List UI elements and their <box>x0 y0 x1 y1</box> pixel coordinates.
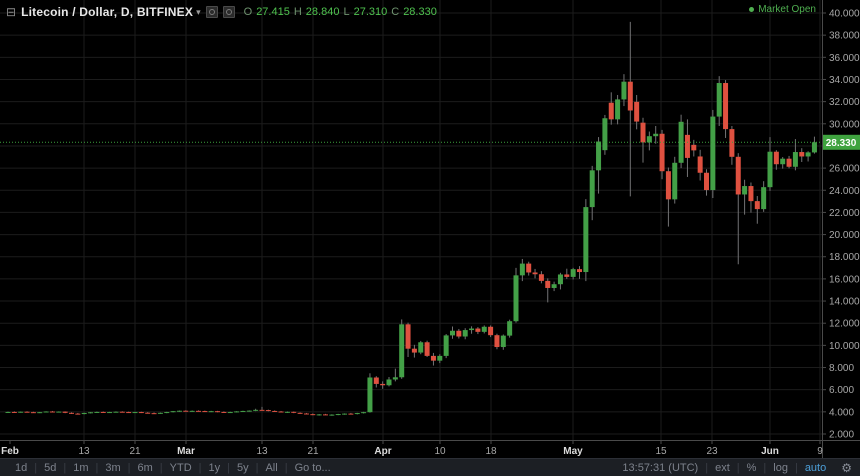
range-button-5y[interactable]: 5y <box>236 461 249 474</box>
price-axis-label: 26.000 <box>829 164 860 175</box>
market-open-dot-icon <box>749 7 755 12</box>
ohlc-readout: O 27.415 H 28.840 L 27.310 C 28.330 <box>244 6 437 18</box>
chevron-down-icon[interactable]: ▾ <box>196 6 201 17</box>
market-status-label: Market Open <box>758 4 816 15</box>
price-axis-label: 38.000 <box>829 31 860 42</box>
time-axis-label: 21 <box>307 446 319 457</box>
current-price-label: 28.330 <box>826 138 857 149</box>
clock: 13:57:31 (UTC) <box>622 461 699 474</box>
time-axis-label: Feb <box>1 446 19 457</box>
time-axis-label: 13 <box>256 446 268 457</box>
price-axis-label: 10.000 <box>829 341 860 352</box>
range-button-5d[interactable]: 5d <box>44 461 57 474</box>
chart-legend: ⊟ Litecoin / Dollar, D, BITFINEX ▾ O 27.… <box>6 4 437 20</box>
time-axis-label: 9 <box>817 446 823 457</box>
open-label: O <box>243 6 253 18</box>
time-axis-label: Jun <box>761 446 779 457</box>
price-axis-label: 22.000 <box>829 208 860 219</box>
ext-toggle[interactable]: ext <box>715 461 730 474</box>
quick-action-icon-2[interactable] <box>222 6 235 18</box>
range-button-all[interactable]: All <box>265 461 278 474</box>
price-axis-label: 16.000 <box>829 274 860 285</box>
price-axis-label: 4.000 <box>829 407 854 418</box>
log-scale-toggle[interactable]: log <box>773 461 788 474</box>
price-axis-label: 6.000 <box>829 385 854 396</box>
low-label: L <box>343 6 350 18</box>
time-axis-label: 13 <box>78 446 90 457</box>
price-axis-label: 12.000 <box>829 319 860 330</box>
time-axis-label: 18 <box>485 446 497 457</box>
current-price-tag <box>823 134 860 150</box>
toolbar-right: 13:57:31 (UTC) | ext | % | log | auto ⚙ <box>615 461 852 475</box>
range-buttons: 1d | 5d | 1m | 3m | 6m | YTD | 1y | 5y | All | Go to... <box>8 462 338 474</box>
time-axis-label: 21 <box>129 446 141 457</box>
price-axis-label: 20.000 <box>829 230 860 241</box>
symbol-title[interactable]: Litecoin / Dollar, D, BITFINEX <box>21 5 194 19</box>
time-axis-label: Mar <box>177 446 195 457</box>
market-status-badge: Market Open <box>749 4 816 15</box>
price-axis-label: 24.000 <box>829 186 860 197</box>
quick-action-icon-1[interactable] <box>205 6 218 18</box>
close-value: 28.330 <box>403 6 437 18</box>
bottom-toolbar: 1d | 5d | 1m | 3m | 6m | YTD | 1y | 5y | All | Go to... 13… <box>0 458 860 476</box>
auto-scale-toggle[interactable]: auto <box>804 461 827 474</box>
close-label: C <box>391 6 400 18</box>
percent-scale-toggle[interactable]: % <box>746 461 757 474</box>
time-axis-label: 10 <box>434 446 446 457</box>
time-axis-label: Apr <box>374 446 391 457</box>
symbol-search-icon[interactable]: ⊟ <box>6 5 17 19</box>
candlestick-chart[interactable]: 40.00038.00036.00034.00032.00030.00028.0… <box>0 0 860 458</box>
low-value: 27.310 <box>353 6 388 18</box>
time-axis-label: 15 <box>655 446 667 457</box>
price-axis-label: 18.000 <box>829 252 860 263</box>
high-value: 28.840 <box>305 6 340 18</box>
range-button-3m[interactable]: 3m <box>105 461 121 474</box>
range-button-6m[interactable]: 6m <box>137 461 153 474</box>
range-button-ytd[interactable]: YTD <box>169 461 192 474</box>
range-button-1d[interactable]: 1d <box>15 461 28 474</box>
price-axis-label: 14.000 <box>829 297 860 308</box>
range-button-1y[interactable]: 1y <box>208 461 221 474</box>
gear-icon[interactable]: ⚙ <box>841 460 852 475</box>
price-axis-label: 2.000 <box>829 430 854 441</box>
price-axis-label: 40.000 <box>829 9 860 20</box>
price-axis-label: 30.000 <box>829 119 860 130</box>
range-button-1m[interactable]: 1m <box>73 461 89 474</box>
price-axis-label: 34.000 <box>829 75 860 86</box>
price-axis-label: 32.000 <box>829 97 860 108</box>
time-axis-label: 23 <box>706 446 718 457</box>
open-value: 27.415 <box>256 6 290 18</box>
high-label: H <box>293 6 302 18</box>
time-axis-label: May <box>563 446 583 457</box>
price-axis-label: 8.000 <box>829 363 854 374</box>
price-axis-label: 36.000 <box>829 53 860 64</box>
goto-date-button[interactable]: Go to... <box>294 461 331 474</box>
